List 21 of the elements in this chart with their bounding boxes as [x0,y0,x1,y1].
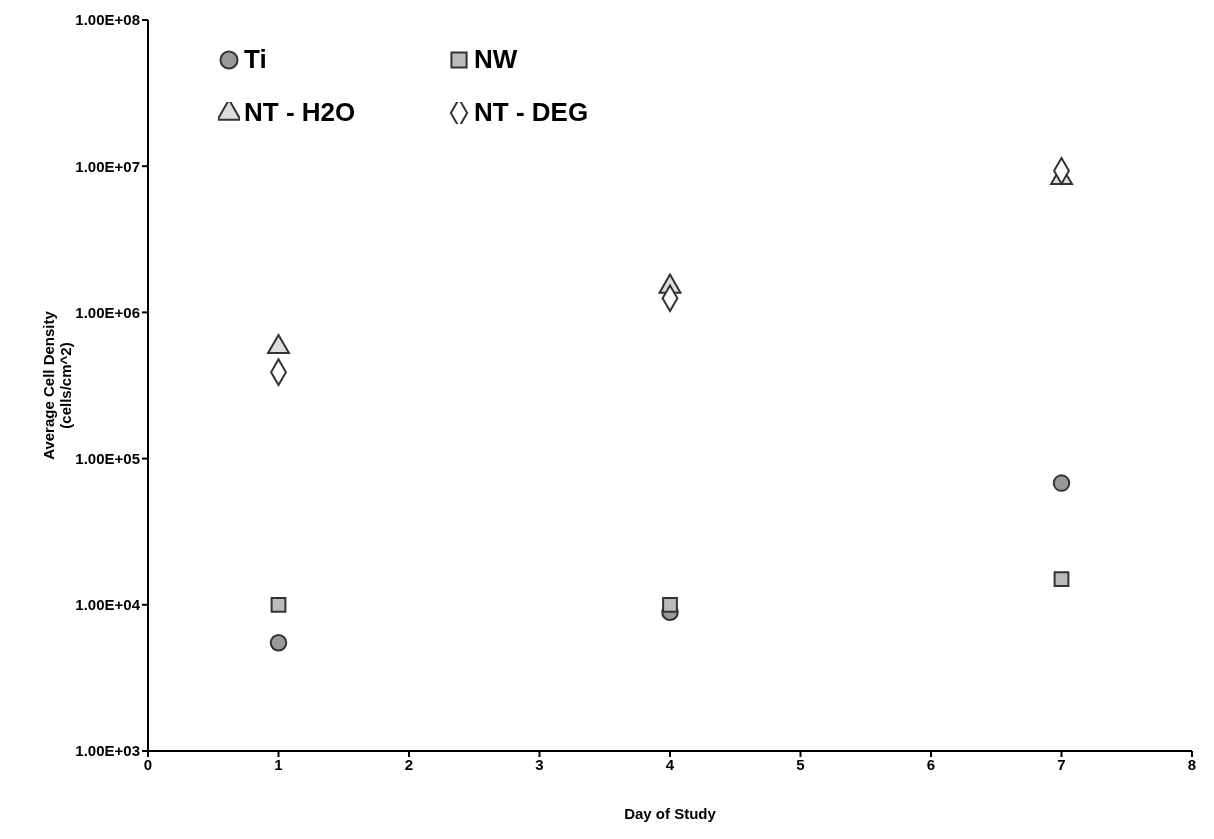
y-tick-label: 1.00E+04 [75,596,141,614]
x-tick-label: 6 [926,755,936,773]
x-tick-label: 0 [143,755,153,773]
legend-label: NT - DEG [474,97,589,128]
y-tick-label: 1.00E+06 [75,303,140,321]
y-tick-label: 1.00E+03 [75,742,140,760]
x-tick-label: 1 [274,755,283,773]
x-tick-label: 8 [1187,755,1197,773]
x-axis-title: Day of Study [624,805,717,822]
x-tick-label: 4 [665,755,675,773]
x-tick-label: 3 [535,755,544,773]
x-tick-label: 5 [796,755,805,773]
y-tick-label: 1.00E+07 [75,157,140,175]
legend-label: Ti [244,44,267,75]
y-tick-label: 1.00E+05 [75,449,140,467]
legend-label: NT - H2O [244,97,356,128]
x-tick-label: 2 [404,755,414,773]
y-axis-title: Average Cell Density (cells/cm^2) [40,310,74,460]
y-tick-label: 1.00E+08 [75,11,140,29]
x-tick-label: 7 [1057,755,1066,773]
legend-label: NW [474,44,518,75]
